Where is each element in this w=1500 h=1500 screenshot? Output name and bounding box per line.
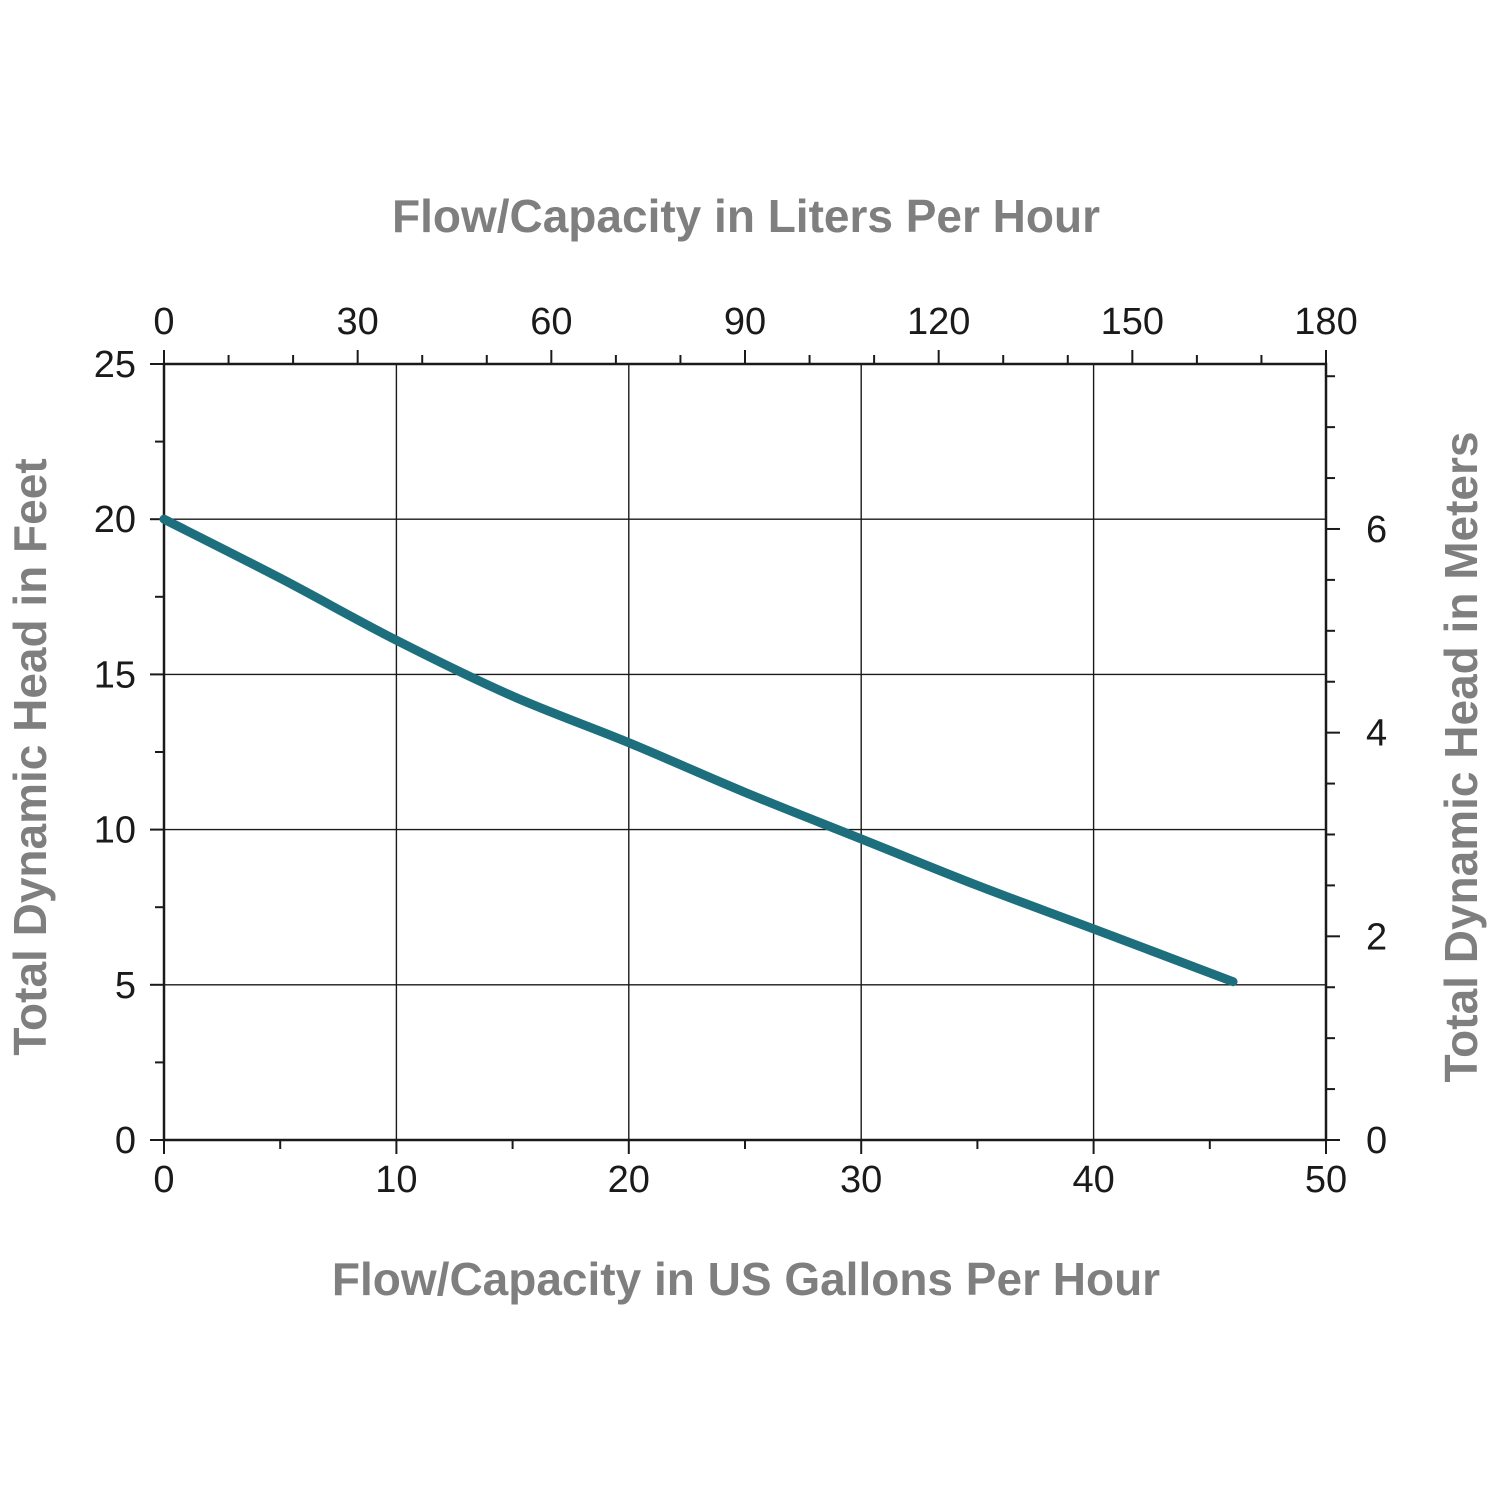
top-x-tick-label: 30 [337, 301, 379, 343]
axis-ticks [150, 350, 1340, 1154]
y-tick-label: 5 [115, 965, 136, 1007]
left-axis-title: Total Dynamic Head in Feet [4, 458, 56, 1055]
top-x-tick-label: 60 [530, 301, 572, 343]
top-x-tick-label: 120 [907, 301, 970, 343]
x-tick-label: 20 [608, 1159, 650, 1201]
top-x-tick-label: 90 [724, 301, 766, 343]
top-x-tick-label: 180 [1294, 301, 1357, 343]
y-tick-label: 15 [94, 654, 136, 696]
right-y-tick-label: 4 [1366, 713, 1387, 755]
right-y-tick-label: 0 [1366, 1120, 1387, 1162]
top-x-tick-label: 0 [153, 301, 174, 343]
top-x-tick-label: 150 [1101, 301, 1164, 343]
y-tick-label: 25 [94, 344, 136, 386]
x-tick-label: 40 [1072, 1159, 1114, 1201]
x-tick-label: 0 [153, 1159, 174, 1201]
x-tick-label: 30 [840, 1159, 882, 1201]
y-tick-label: 20 [94, 499, 136, 541]
series-layer [159, 514, 1238, 987]
right-axis-title: Total Dynamic Head in Meters [1435, 432, 1487, 1083]
pump-curve-line [159, 514, 1238, 987]
x-tick-label: 50 [1305, 1159, 1347, 1201]
right-y-tick-label: 2 [1366, 916, 1387, 958]
top-axis-title: Flow/Capacity in Liters Per Hour [392, 190, 1100, 242]
bottom-axis-title: Flow/Capacity in US Gallons Per Hour [332, 1253, 1160, 1305]
right-y-tick-label: 6 [1366, 509, 1387, 551]
y-tick-label: 10 [94, 810, 136, 852]
plot-frame [162, 362, 1328, 1142]
x-tick-label: 10 [375, 1159, 417, 1201]
y-tick-label: 0 [115, 1120, 136, 1162]
grid-lines [163, 363, 1327, 1141]
tick-labels: 0 10 20 30 40 50 0 30 60 90 120 150 180 0 5 10 15 20 25 0 2 4… [94, 301, 1387, 1201]
